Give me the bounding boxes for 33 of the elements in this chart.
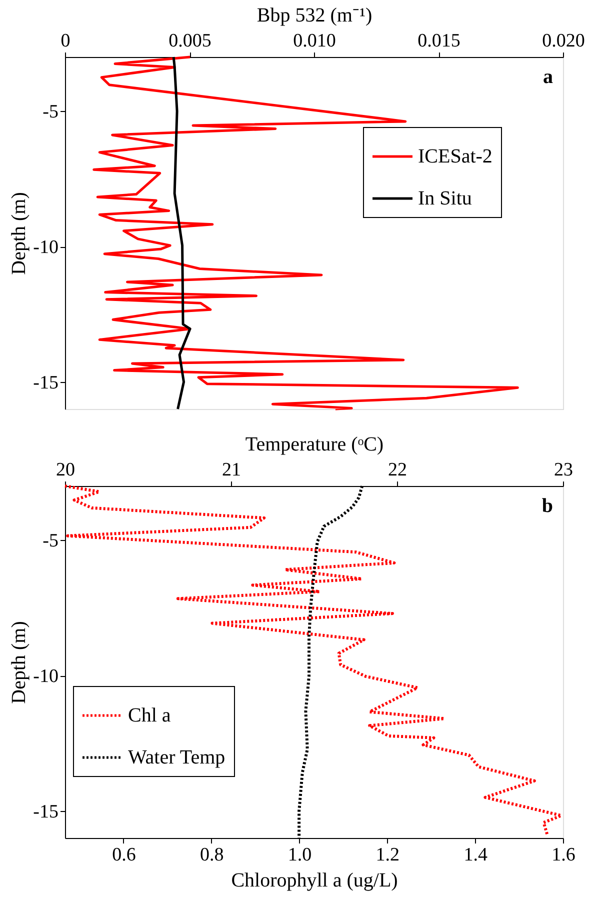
legend-label: Water Temp xyxy=(128,746,226,768)
x2-tick-label: 21 xyxy=(222,460,241,480)
x2-tick-label: 22 xyxy=(388,460,407,480)
x-tick-label: 0 xyxy=(60,30,70,52)
x-tick-label: 0.005 xyxy=(168,30,212,52)
x-tick-label: 0.6 xyxy=(112,844,136,866)
x2-axis-title: Temperature (ᵒC) xyxy=(245,434,384,456)
x-tick-label: 1.6 xyxy=(552,844,576,866)
y-tick-label: -5 xyxy=(42,530,58,552)
x-tick-label: 1.2 xyxy=(376,844,400,866)
x-tick-label: 1.4 xyxy=(464,844,488,866)
annotation: a xyxy=(543,66,553,88)
x-tick-label: 1.0 xyxy=(288,844,312,866)
legend-label: Chl a xyxy=(128,704,171,726)
y-tick-label: -15 xyxy=(33,801,58,822)
x2-tick-label: 23 xyxy=(554,460,573,480)
annotation: b xyxy=(542,495,553,517)
line-series xyxy=(92,56,519,410)
x-axis-title: Bbp 532 (m⁻¹) xyxy=(256,4,372,26)
legend-label: ICESat-2 xyxy=(418,146,492,168)
x-tick-label: 0.010 xyxy=(293,30,336,52)
legend-label: In Situ xyxy=(418,188,472,210)
x-tick-label: 0.015 xyxy=(418,30,460,52)
y-axis-title: Depth (m) xyxy=(8,192,30,275)
x-axis-title: Chlorophyll a (ug/L) xyxy=(231,870,398,892)
x-tick-label: 0.8 xyxy=(200,844,224,866)
y-tick-label: -5 xyxy=(42,102,58,123)
y-tick-label: -10 xyxy=(33,666,58,688)
x-tick-label: 0.020 xyxy=(542,30,585,52)
y-axis-title: Depth (m) xyxy=(8,621,30,704)
y-tick-label: -15 xyxy=(33,372,58,394)
x2-tick-label: 20 xyxy=(56,460,75,480)
y-tick-label: -10 xyxy=(33,237,58,258)
